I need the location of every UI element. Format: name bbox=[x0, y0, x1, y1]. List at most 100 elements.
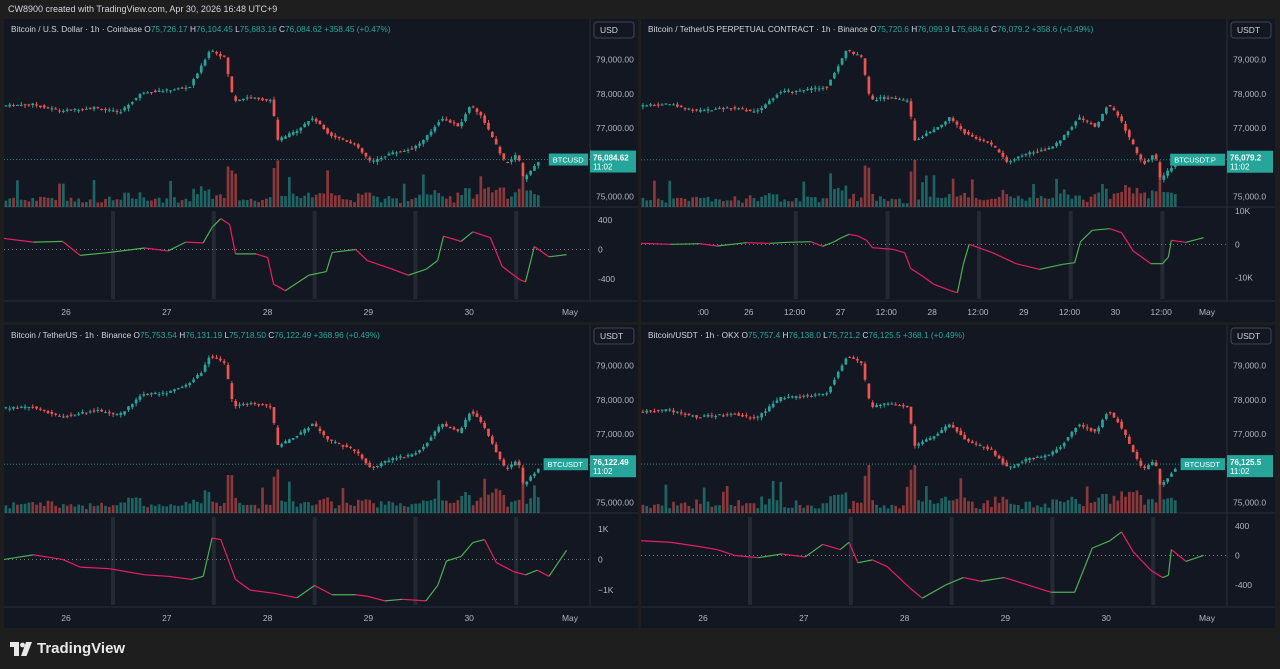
volume-bar bbox=[437, 480, 441, 513]
volume-bar bbox=[119, 502, 123, 513]
volume-bar bbox=[978, 199, 982, 207]
candle bbox=[494, 138, 498, 145]
volume-bar bbox=[291, 193, 295, 207]
volume-bar bbox=[1028, 501, 1032, 513]
chart-panel-okx[interactable]: 79,000.0 78,000.0 77,000.0 75,000.0 400 0 -400… bbox=[641, 325, 1275, 628]
volume-bar bbox=[333, 195, 337, 207]
candle bbox=[1108, 412, 1112, 414]
candle bbox=[1170, 473, 1173, 477]
candle bbox=[706, 415, 710, 417]
candle bbox=[27, 406, 31, 409]
volume-bar bbox=[487, 187, 490, 207]
volume-bar bbox=[760, 196, 763, 207]
volume-bar bbox=[1013, 198, 1016, 207]
legend-title: Bitcoin / TetherUS PERPETUAL CONTRACT · … bbox=[648, 24, 870, 34]
candle bbox=[326, 436, 329, 440]
volume-bar bbox=[840, 494, 844, 513]
osc-tick-label: -400 bbox=[598, 274, 615, 284]
candle bbox=[406, 454, 410, 457]
chart-panel-coinbase[interactable]: 79,000.00 78,000.00 77,000.00 75,000.00 400 0… bbox=[4, 19, 638, 322]
volume-bar bbox=[368, 499, 372, 513]
candle bbox=[863, 58, 867, 75]
currency-button[interactable]: USDT bbox=[1230, 327, 1272, 345]
candle bbox=[1097, 121, 1101, 127]
volume-bar bbox=[16, 504, 19, 513]
volume-bar bbox=[150, 200, 153, 207]
candle bbox=[372, 466, 375, 468]
candle bbox=[1043, 149, 1047, 151]
currency-button[interactable]: USDT bbox=[1230, 21, 1272, 39]
currency-button-box[interactable] bbox=[593, 327, 635, 345]
candle bbox=[368, 462, 372, 468]
volume-bar bbox=[39, 196, 42, 207]
volume-bar bbox=[741, 202, 744, 207]
volume-bar bbox=[779, 481, 783, 513]
candle bbox=[967, 132, 970, 135]
candle bbox=[391, 458, 395, 461]
candle bbox=[330, 439, 333, 441]
volume-bar bbox=[165, 506, 169, 513]
candle bbox=[115, 414, 119, 416]
candle bbox=[691, 109, 695, 111]
legend-open-value: 75,757.4 bbox=[748, 330, 783, 340]
volume-bar bbox=[31, 502, 35, 513]
symbol-tag-label: BTCUSDT bbox=[548, 460, 584, 469]
candle bbox=[383, 460, 387, 463]
candle bbox=[672, 410, 675, 413]
chart-svg[interactable]: 79,000.0 78,000.0 77,000.0 75,000.0 10K 0 -10K… bbox=[641, 19, 1275, 322]
tradingview-logo[interactable]: TradingView bbox=[10, 640, 125, 657]
volume-bar bbox=[921, 182, 924, 207]
candle bbox=[718, 414, 721, 416]
candle bbox=[265, 99, 268, 101]
volume-bar bbox=[533, 485, 536, 513]
candle bbox=[245, 403, 249, 405]
volume-bar bbox=[882, 505, 886, 513]
chart-svg[interactable]: 79,000.0 78,000.0 77,000.0 75,000.0 400 0 -400… bbox=[641, 325, 1275, 628]
volume-bar bbox=[387, 501, 391, 513]
volume-bar bbox=[353, 202, 356, 207]
candle bbox=[829, 386, 832, 393]
legend-low-value: 75,683.16 bbox=[240, 24, 279, 34]
candle bbox=[806, 395, 809, 397]
currency-button-box[interactable] bbox=[1230, 21, 1272, 39]
osc-segment bbox=[472, 538, 485, 544]
candle bbox=[104, 109, 107, 111]
osc-segment bbox=[963, 576, 982, 582]
volume-bar bbox=[452, 502, 456, 513]
candle bbox=[722, 108, 725, 110]
candle bbox=[69, 109, 73, 111]
osc-segment bbox=[33, 554, 63, 561]
candle bbox=[1070, 431, 1074, 437]
currency-button[interactable]: USDT bbox=[593, 327, 635, 345]
candle bbox=[790, 91, 794, 93]
volume-bar bbox=[188, 503, 192, 513]
chart-panel-binance-spot[interactable]: 79,000.00 78,000.00 77,000.00 75,000.00 1K 0 −… bbox=[4, 325, 638, 628]
currency-button-box[interactable] bbox=[1230, 327, 1272, 345]
candle bbox=[261, 98, 264, 101]
chart-svg[interactable]: 79,000.00 78,000.00 77,000.00 75,000.00 1K 0 −… bbox=[4, 325, 638, 628]
volume-bar bbox=[802, 181, 806, 207]
candle bbox=[1093, 429, 1097, 432]
volume-bar bbox=[169, 504, 172, 513]
candle bbox=[1135, 451, 1139, 459]
session-marker bbox=[413, 211, 418, 299]
volume-bar bbox=[8, 198, 12, 207]
volume-bar bbox=[88, 199, 92, 207]
chart-panel-binance-perp[interactable]: 79,000.0 78,000.0 77,000.0 75,000.0 10K 0 -10K… bbox=[641, 19, 1275, 322]
candle bbox=[207, 357, 211, 365]
osc-segment bbox=[202, 227, 213, 244]
candle bbox=[810, 88, 813, 91]
volume-bar bbox=[62, 183, 65, 207]
candle bbox=[771, 98, 775, 101]
currency-button[interactable]: USD bbox=[593, 21, 635, 39]
chart-svg[interactable]: 79,000.00 78,000.00 77,000.00 75,000.00 400 0… bbox=[4, 19, 638, 322]
candle bbox=[39, 408, 42, 410]
volume-bar bbox=[127, 192, 130, 207]
volume-bar bbox=[664, 202, 668, 207]
candle bbox=[1143, 466, 1146, 469]
legend-high-value: 76,138.0 bbox=[789, 330, 824, 340]
candle bbox=[794, 396, 798, 398]
volume-bar bbox=[1097, 192, 1101, 207]
currency-button-box[interactable] bbox=[593, 21, 635, 39]
candle bbox=[100, 108, 104, 110]
